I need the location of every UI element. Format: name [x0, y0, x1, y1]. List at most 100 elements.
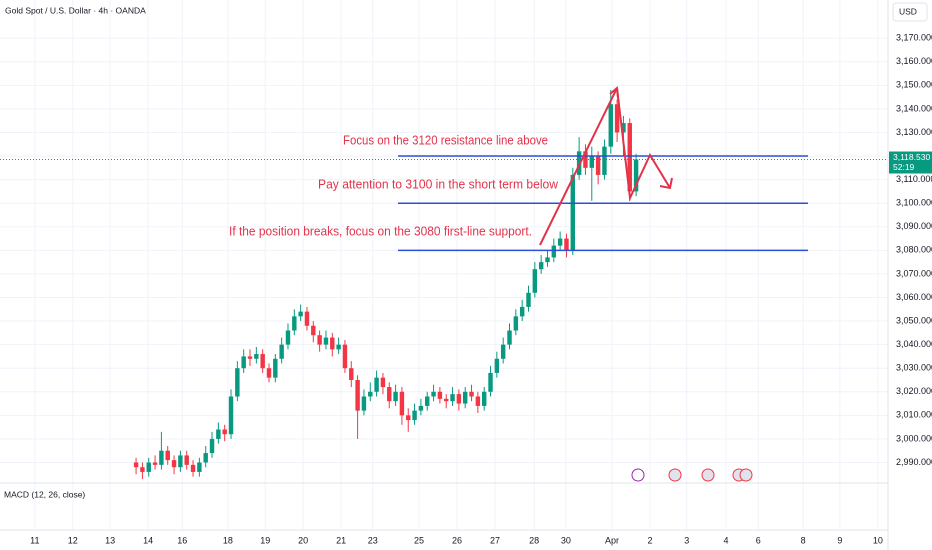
y-tick-label: 3,160.000 [896, 56, 932, 66]
y-tick-label: 2,990.000 [896, 457, 932, 467]
candle-body [355, 379, 360, 411]
candle-body [273, 358, 278, 378]
candle-body [190, 464, 196, 472]
y-tick-label: 3,010.000 [896, 410, 932, 420]
candle-body [608, 104, 613, 147]
x-tick-label: 26 [452, 535, 462, 545]
candle-body [247, 356, 253, 359]
x-tick-label: 23 [368, 535, 378, 545]
y-tick-label: 3,090.000 [896, 221, 932, 231]
currency-button[interactable] [892, 2, 928, 22]
x-tick-label: 9 [837, 535, 842, 545]
x-tick-label: 20 [298, 535, 308, 545]
annotation: Pay attention to 3100 in the short term … [318, 177, 559, 191]
candle-body [292, 316, 297, 331]
candle-body [621, 123, 626, 133]
candle-body [178, 455, 183, 468]
y-tick-label: 3,110.000 [896, 174, 932, 184]
candle-body [146, 462, 151, 472]
last-price-label: 3,118.530 [893, 152, 930, 162]
y-tick-label: 3,060.000 [896, 292, 932, 302]
candle-body [368, 391, 373, 397]
candle-body [133, 462, 139, 468]
candle-body [393, 391, 398, 402]
candle-body [387, 387, 392, 402]
arrow-head [659, 177, 673, 190]
candle-body [425, 396, 430, 406]
grid [0, 0, 888, 530]
candle-body [203, 453, 208, 463]
x-tick-label: 11 [30, 535, 39, 545]
candle-body [241, 356, 246, 369]
candle-body [437, 391, 443, 399]
x-tick-label: 4 [723, 535, 728, 545]
candle-body [285, 330, 291, 345]
candle-body [159, 450, 164, 465]
arrow-up [539, 87, 618, 246]
event-icon[interactable] [701, 468, 715, 482]
candle-body [595, 156, 601, 175]
x-tick-label: 6 [756, 535, 761, 545]
candle-body [279, 344, 284, 359]
candle-body [481, 391, 487, 406]
y-tick-label: 3,070.000 [896, 268, 932, 278]
currency[interactable]: USD [899, 6, 917, 16]
candle-body [500, 344, 506, 359]
x-tick-label: 25 [414, 535, 424, 545]
event-icons [631, 468, 753, 482]
y-tick-label: 3,030.000 [896, 363, 932, 373]
candle-body [526, 292, 531, 307]
event-icon[interactable] [668, 468, 682, 482]
y-tick-label: 3,050.000 [896, 315, 932, 325]
candle-body [412, 410, 417, 421]
x-tick-label: 27 [490, 535, 500, 545]
candle-body [545, 257, 550, 263]
y-tick-label: 3,000.000 [896, 433, 932, 443]
event-icon[interactable] [739, 468, 753, 482]
candle-body [323, 337, 329, 345]
candle-body [475, 396, 481, 406]
chart-title: Gold Spot / U.S. Dollar · 4h · OANDA [5, 5, 146, 15]
event-icon[interactable] [631, 468, 645, 482]
forecast-arrows [539, 85, 673, 246]
y-tick-label: 3,040.000 [896, 339, 932, 349]
arrow-path [616, 87, 671, 202]
candle-body [254, 354, 259, 359]
candle-body [266, 368, 272, 378]
candle-body [209, 438, 215, 454]
last-price-tag [889, 151, 932, 174]
candle-body [444, 398, 449, 402]
annotation: Focus on the 3120 resistance line above [343, 133, 548, 147]
x-tick-label: 19 [260, 535, 270, 545]
candle-body [450, 394, 455, 402]
candle-body [260, 354, 265, 369]
candle-body [380, 377, 386, 388]
y-tick-label: 3,170.000 [896, 33, 932, 43]
x-tick-label: Apr [605, 535, 619, 545]
candle-body [431, 391, 436, 397]
candle-body [342, 344, 348, 369]
candle-body [456, 394, 462, 404]
candle-body [374, 377, 379, 392]
candle-body [349, 368, 354, 380]
candle-body [140, 467, 145, 472]
candle-body [488, 372, 493, 392]
candle-body [418, 405, 424, 411]
x-tick-label: 28 [529, 535, 539, 545]
plot [0, 90, 888, 479]
candle-body [317, 335, 322, 345]
candle-body [513, 316, 519, 331]
candle-body [330, 337, 335, 350]
candle-body [336, 344, 341, 350]
y-tick-label: 3,020.000 [896, 386, 932, 396]
x-tick-label: 13 [105, 535, 115, 545]
candle-body [633, 159, 639, 192]
candle-body [184, 455, 189, 465]
candle-body [519, 306, 525, 317]
candle-body [235, 368, 240, 397]
indicator-label: MACD (12, 26, close) [4, 489, 85, 499]
candle-body [171, 460, 177, 468]
candle-body [216, 429, 221, 439]
